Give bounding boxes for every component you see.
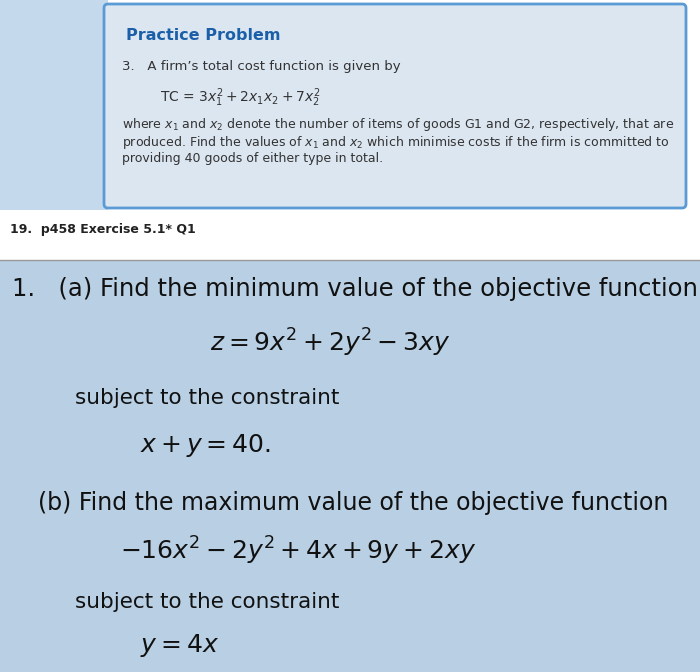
Text: (b) Find the maximum value of the objective function: (b) Find the maximum value of the object… <box>38 491 668 515</box>
Bar <box>0 210 700 262</box>
Text: TC = $3x_1^2 + 2x_1x_2 + 7x_2^2$: TC = $3x_1^2 + 2x_1x_2 + 7x_2^2$ <box>160 86 321 109</box>
Text: 19.  p458 Exercise 5.1* Q1: 19. p458 Exercise 5.1* Q1 <box>10 224 196 237</box>
Bar <box>0 0 108 210</box>
Text: $y = 4x$: $y = 4x$ <box>140 632 219 659</box>
Text: produced. Find the values of $x_1$ and $x_2$ which minimise costs if the firm is: produced. Find the values of $x_1$ and $… <box>122 134 669 151</box>
FancyBboxPatch shape <box>104 4 686 208</box>
Bar <box>0 260 700 672</box>
Text: subject to the constraint: subject to the constraint <box>75 388 340 408</box>
Text: $-16x^2 - 2y^2 + 4x + 9y + 2xy$: $-16x^2 - 2y^2 + 4x + 9y + 2xy$ <box>120 535 476 567</box>
Text: Practice Problem: Practice Problem <box>126 28 281 43</box>
Text: $z = 9x^2 + 2y^2 - 3xy$: $z = 9x^2 + 2y^2 - 3xy$ <box>210 327 450 360</box>
Text: $x + y = 40.$: $x + y = 40.$ <box>140 432 271 459</box>
Text: providing 40 goods of either type in total.: providing 40 goods of either type in tot… <box>122 152 383 165</box>
Text: subject to the constraint: subject to the constraint <box>75 592 340 612</box>
Text: where $x_1$ and $x_2$ denote the number of items of goods G1 and G2, respectivel: where $x_1$ and $x_2$ denote the number … <box>122 116 674 133</box>
Text: 1.   (a) Find the minimum value of the objective function: 1. (a) Find the minimum value of the obj… <box>12 277 698 301</box>
Text: 3.   A firm’s total cost function is given by: 3. A firm’s total cost function is given… <box>122 60 400 73</box>
